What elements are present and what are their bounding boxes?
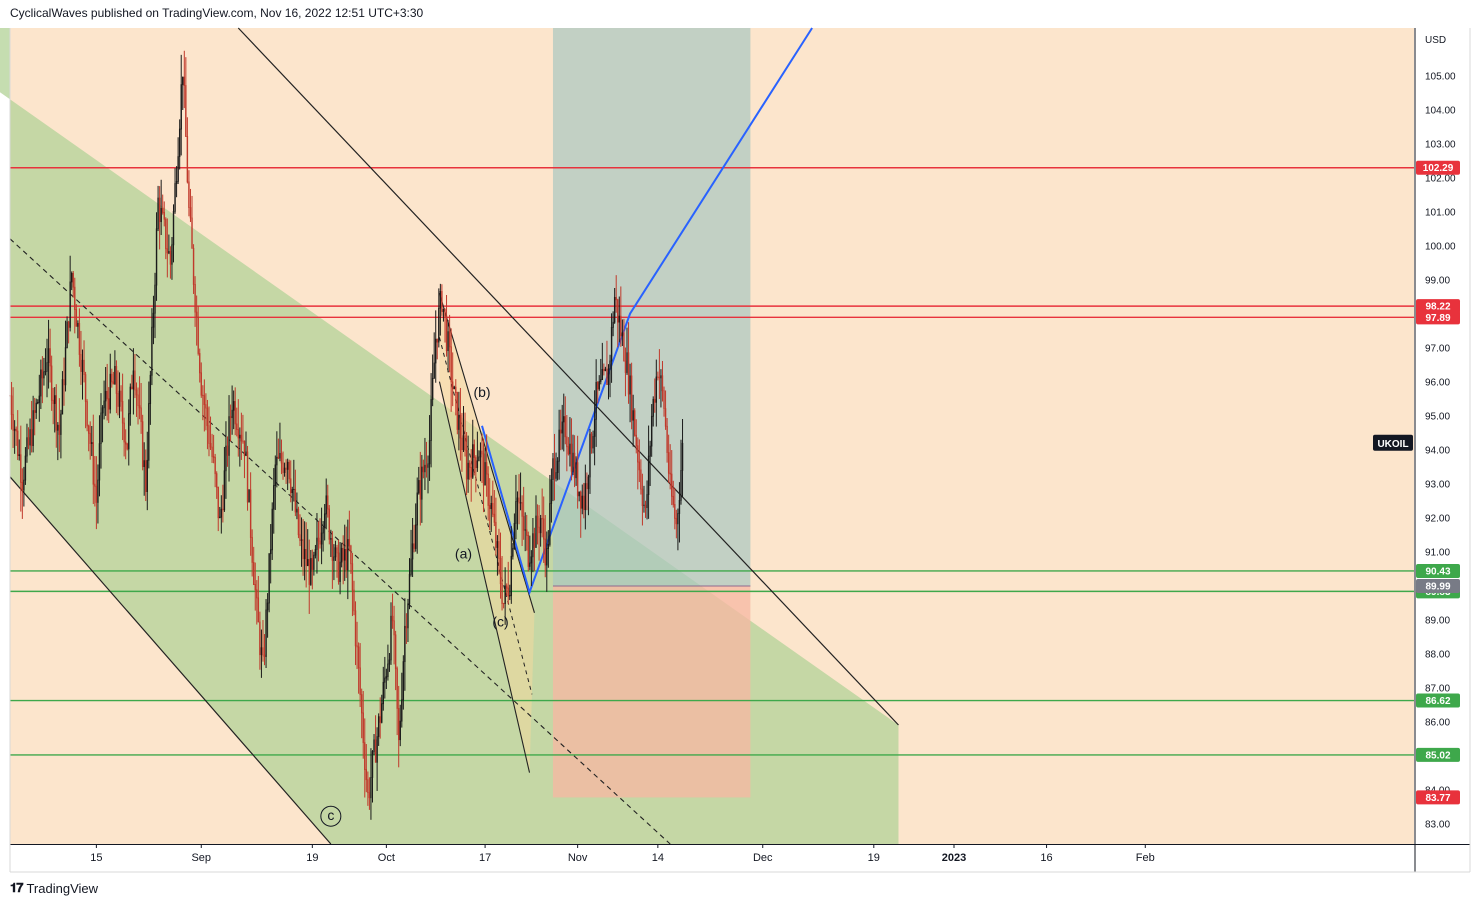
y-tick-label: 91.00	[1425, 548, 1450, 559]
x-tick-label: 2023	[942, 852, 966, 864]
y-tick-label: 86.00	[1425, 718, 1450, 729]
y-tick-label: 96.00	[1425, 378, 1450, 389]
y-tick-label: 88.00	[1425, 650, 1450, 661]
x-tick-label: Dec	[753, 852, 773, 864]
level-tag-85-02-text: 85.02	[1425, 750, 1450, 761]
y-tick-label: 83.00	[1425, 820, 1450, 831]
x-tick-label: 16	[1040, 852, 1052, 864]
wave-label-2[interactable]: (c)	[492, 613, 508, 629]
footer-brand[interactable]: 𝟏𝟕 TradingView	[10, 880, 98, 896]
y-tick-label: 99.00	[1425, 276, 1450, 287]
y-tick-label: 103.00	[1425, 140, 1456, 151]
level-tag-86-62[interactable]	[1416, 693, 1460, 708]
level-tag-98-22-text: 98.22	[1425, 302, 1450, 313]
x-tick-label: Feb	[1136, 852, 1155, 864]
stop-price-tag[interactable]	[1416, 790, 1460, 805]
y-tick-label: 105.00	[1425, 72, 1456, 83]
y-tick-label: 97.00	[1425, 344, 1450, 355]
level-tag-102-29[interactable]	[1416, 160, 1460, 175]
wave-label-1[interactable]: (a)	[455, 545, 472, 561]
level-tag-97-89-text: 97.89	[1425, 313, 1450, 324]
y-tick-label: 104.00	[1425, 106, 1456, 117]
entry-price-tag-text: 89.99	[1425, 581, 1450, 592]
wedge-median-line[interactable]	[438, 337, 533, 695]
level-tag-90-43[interactable]	[1416, 563, 1460, 578]
level-tag-85-02[interactable]	[1416, 747, 1460, 762]
publisher-line: CyclicalWaves published on TradingView.c…	[10, 6, 424, 20]
time-axis-panel	[10, 845, 1414, 872]
y-tick-label: 100.00	[1425, 242, 1456, 253]
symbol-tag-text: UKOIL	[1377, 439, 1408, 450]
wave-label-circle	[320, 805, 342, 827]
x-tick-label: 15	[90, 852, 102, 864]
y-tick-label: 95.00	[1425, 412, 1450, 423]
y-tick-label: 94.00	[1425, 446, 1450, 457]
channel-upper-line[interactable]	[237, 27, 899, 726]
wave-label-0[interactable]: (b)	[473, 384, 490, 400]
channel-lower-line[interactable]	[9, 476, 332, 845]
x-tick-label: Oct	[378, 852, 395, 864]
tradingview-logo-icon: 𝟏𝟕	[10, 880, 24, 895]
y-tick-label: 89.00	[1425, 616, 1450, 627]
x-tick-label: 14	[652, 852, 664, 864]
symbol-tag[interactable]	[1373, 434, 1413, 451]
level-tag-98-22[interactable]	[1416, 299, 1460, 314]
level-tag-97-89[interactable]	[1416, 310, 1460, 325]
y-tick-label: 92.00	[1425, 514, 1450, 525]
currency-label: USD	[1425, 35, 1446, 46]
x-tick-label: Sep	[191, 852, 211, 864]
x-tick-label: Nov	[568, 852, 588, 864]
entry-price-tag[interactable]	[1416, 578, 1460, 593]
x-tick-label: 17	[479, 852, 491, 864]
level-tag-102-29-text: 102.29	[1423, 163, 1454, 174]
brand-name: TradingView	[26, 880, 99, 896]
y-tick-label: 102.00	[1425, 174, 1456, 185]
stop-price-tag-text: 83.77	[1425, 793, 1450, 804]
y-tick-label: 93.00	[1425, 480, 1450, 491]
projection-path[interactable]	[481, 27, 813, 596]
x-tick-label: 19	[868, 852, 880, 864]
wave-label-3[interactable]: c	[327, 807, 334, 823]
y-tick-label: 101.00	[1425, 208, 1456, 219]
level-tag-86-62-text: 86.62	[1425, 696, 1450, 707]
x-tick-label: 19	[306, 852, 318, 864]
level-tag-90-43-text: 90.43	[1425, 566, 1450, 577]
y-tick-label: 87.00	[1425, 684, 1450, 695]
wedge-lower-line[interactable]	[438, 381, 531, 773]
position-stop-zone[interactable]	[552, 585, 751, 798]
